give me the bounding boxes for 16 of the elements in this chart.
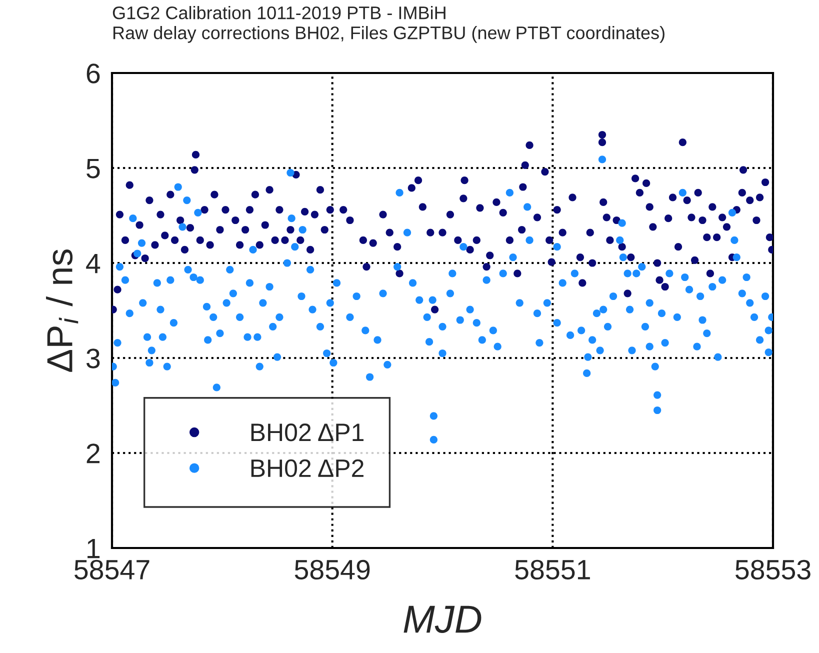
legend-label: BH02 ΔP2 [251,459,364,478]
x-tick-label: 58547 [74,560,150,580]
legend-label: BH02 ΔP1 [251,424,364,442]
x-tick-label: 58551 [515,560,590,580]
y-tick-label: 5 [86,158,100,178]
chart-subtitle: Raw delay corrections BH02, Files GZPTBU (new PTBT coordinates) [113,26,664,43]
y-tick-label: 6 [86,64,100,84]
x-tick-label: 58553 [735,560,810,580]
x-axis-title: MJD [404,606,482,634]
x-tick-label: 58549 [294,560,370,580]
y-tick-label: 1 [88,538,100,558]
y-tick-label: 2 [86,444,100,464]
y-axis-title: ΔP$_{i}$ / ns [46,249,78,372]
y-tick-label: 4 [86,254,100,274]
chart-title: G1G2 Calibration 1011-2019 PTB - IMBiH [112,6,446,20]
y-tick-label: 3 [86,348,100,368]
